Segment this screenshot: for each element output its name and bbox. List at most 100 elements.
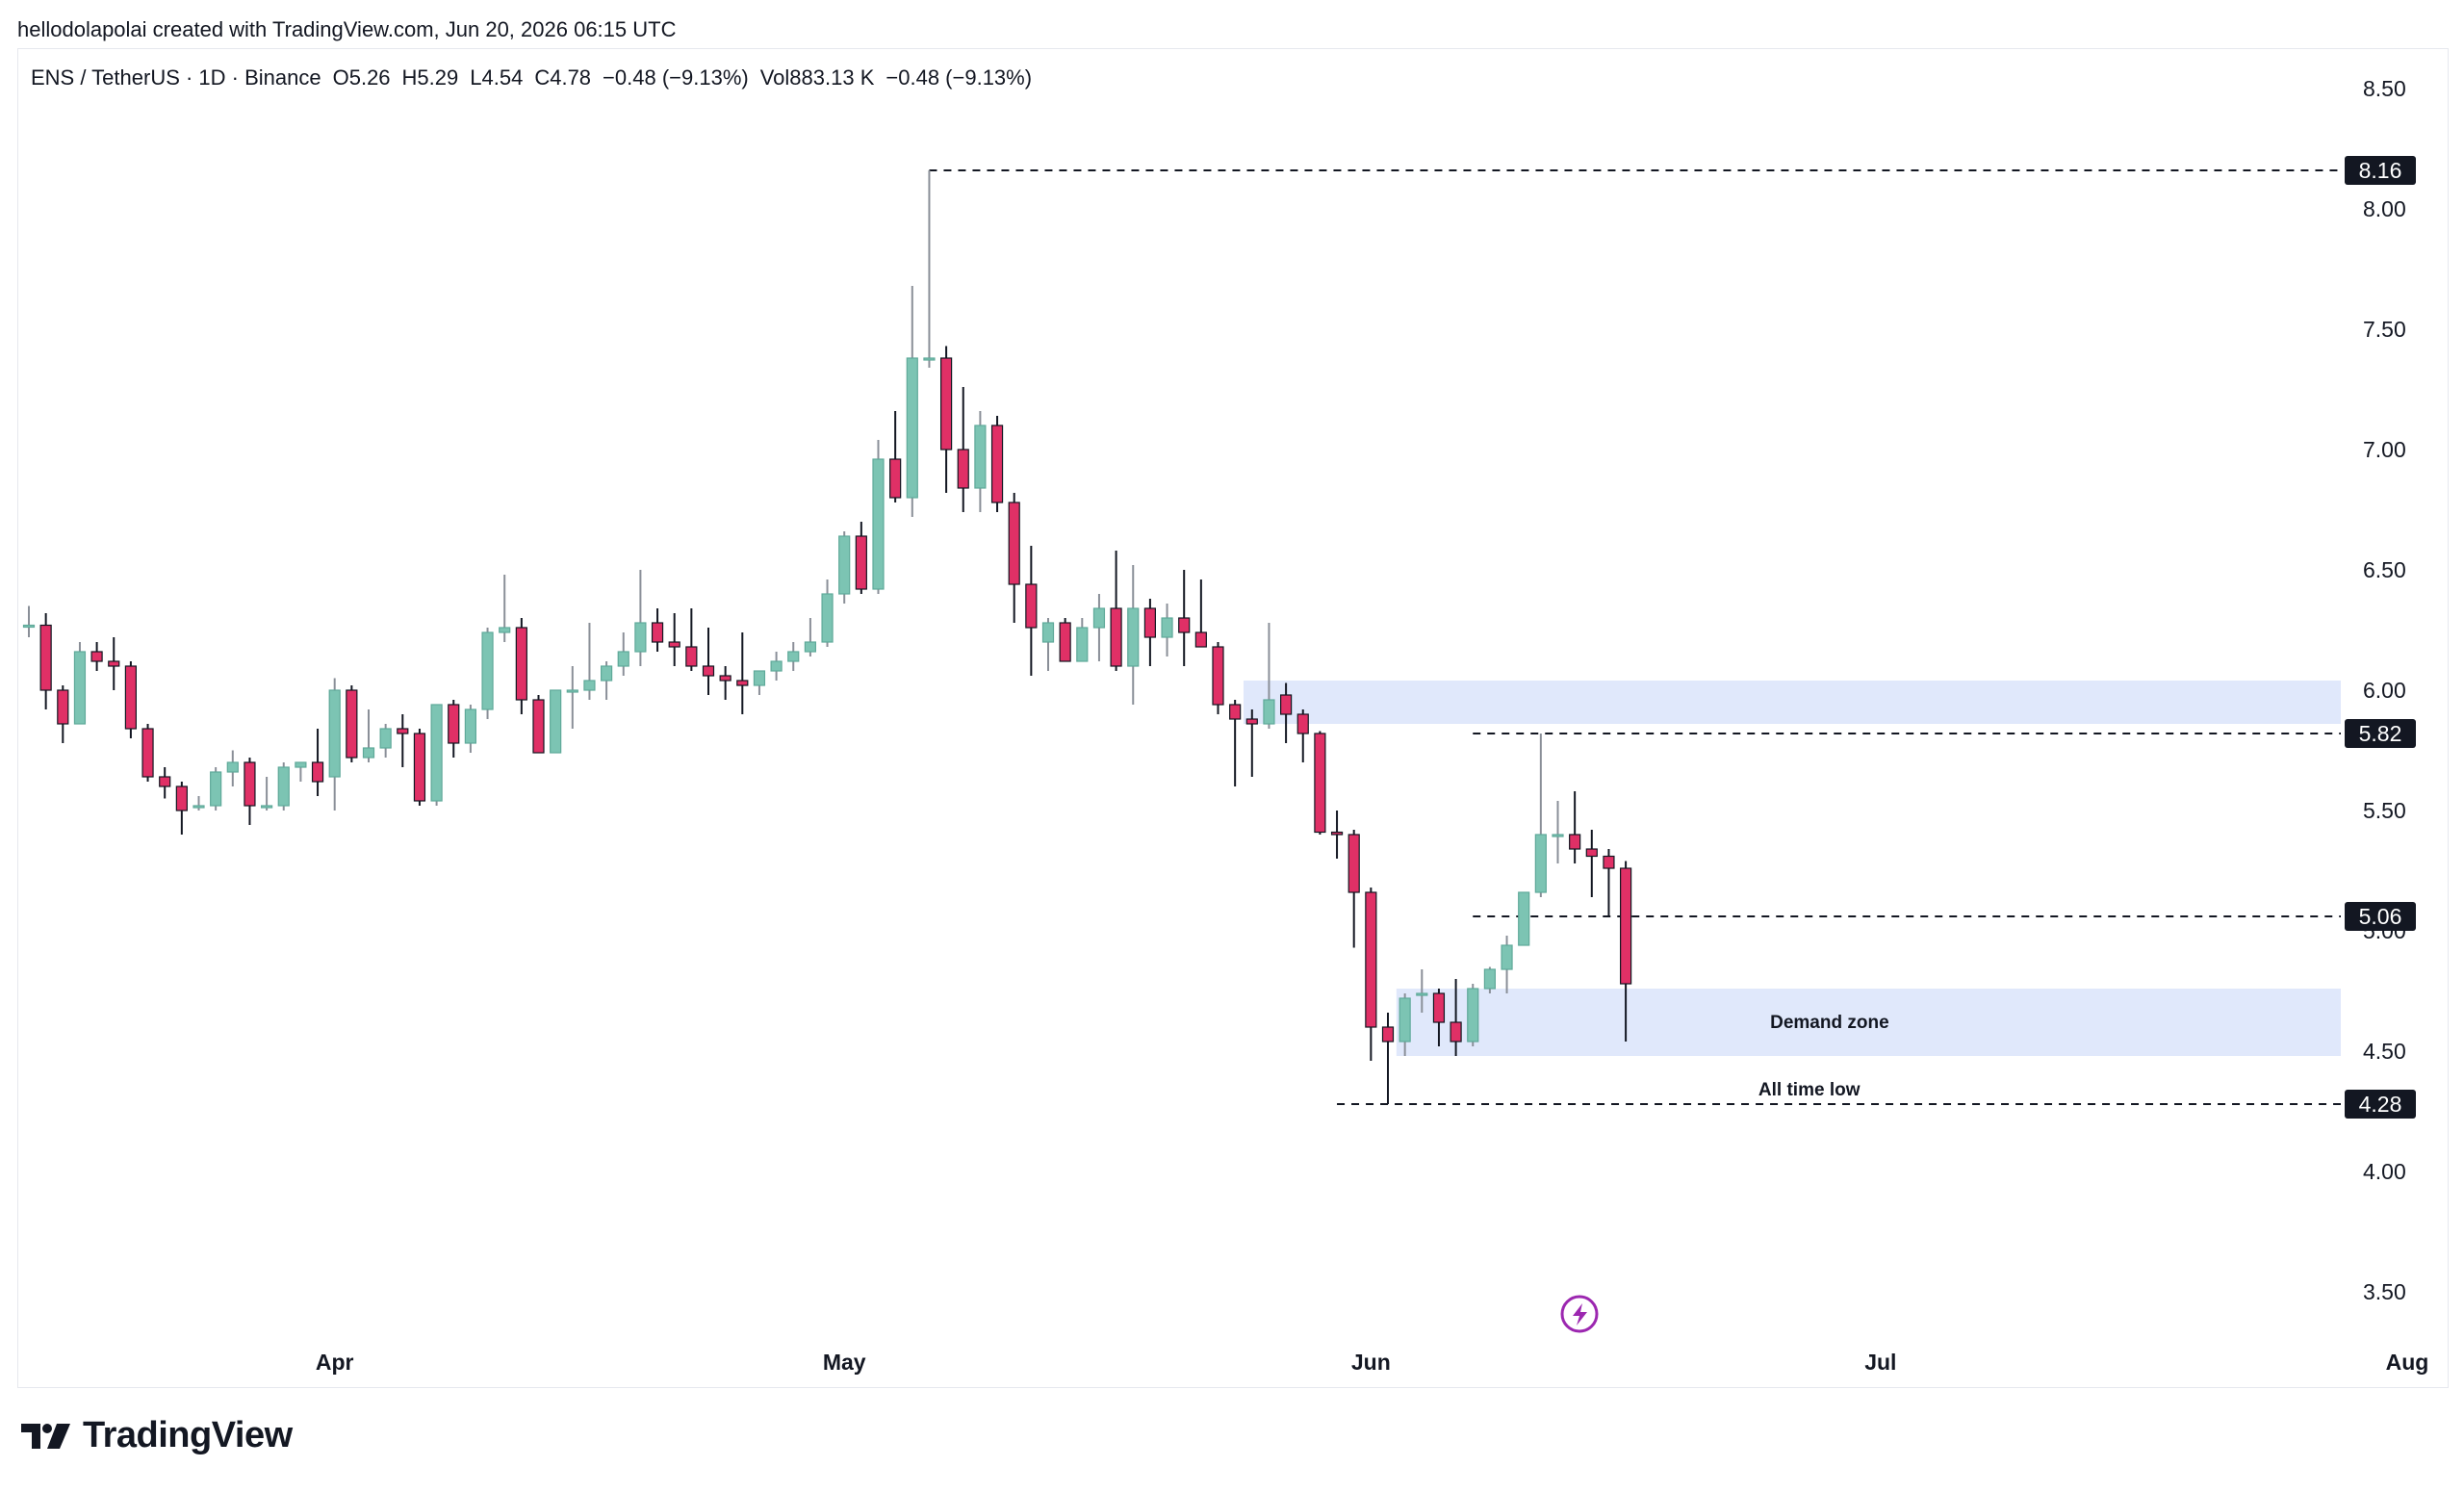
candle-body[interactable] bbox=[1416, 992, 1428, 996]
candle-body[interactable] bbox=[1450, 1021, 1462, 1043]
candle-body[interactable] bbox=[311, 761, 324, 783]
candle-body[interactable] bbox=[379, 728, 392, 749]
candle-body[interactable] bbox=[753, 670, 766, 686]
candle-body[interactable] bbox=[159, 776, 171, 787]
candle-body[interactable] bbox=[1585, 848, 1598, 858]
candle-body[interactable] bbox=[1534, 834, 1547, 893]
candle-body[interactable] bbox=[1603, 855, 1615, 869]
candle-body[interactable] bbox=[736, 680, 749, 686]
candle-body[interactable] bbox=[430, 704, 443, 802]
candle-body[interactable] bbox=[124, 665, 137, 730]
candle-body[interactable] bbox=[1399, 997, 1411, 1043]
candle-body[interactable] bbox=[1212, 646, 1224, 706]
candle-body[interactable] bbox=[362, 747, 375, 759]
candle-body[interactable] bbox=[1432, 992, 1446, 1023]
candle-body[interactable] bbox=[600, 665, 613, 682]
candle-body[interactable] bbox=[1127, 607, 1140, 667]
candle-body[interactable] bbox=[1569, 834, 1581, 850]
candle-body[interactable] bbox=[226, 761, 239, 773]
candle-body[interactable] bbox=[804, 641, 817, 653]
candle-body[interactable] bbox=[448, 704, 460, 744]
candle-body[interactable] bbox=[1348, 834, 1360, 893]
candle-body[interactable] bbox=[939, 357, 953, 450]
candle-body[interactable] bbox=[1245, 718, 1258, 725]
candle-body[interactable] bbox=[1059, 622, 1071, 662]
candle-body[interactable] bbox=[634, 622, 647, 653]
candle-body[interactable] bbox=[175, 785, 188, 811]
candle-body[interactable] bbox=[277, 766, 290, 807]
candle-body[interactable] bbox=[566, 689, 578, 693]
candle-body[interactable] bbox=[73, 651, 87, 725]
candle-body[interactable] bbox=[39, 624, 52, 691]
candle-body[interactable] bbox=[1279, 694, 1293, 715]
candle-body[interactable] bbox=[1296, 713, 1309, 734]
candle-body[interactable] bbox=[1552, 834, 1564, 837]
candle-body[interactable] bbox=[702, 665, 715, 677]
candle-body[interactable] bbox=[821, 593, 834, 643]
candle-body[interactable] bbox=[413, 733, 426, 802]
candle-body[interactable] bbox=[1501, 944, 1513, 970]
candle-body[interactable] bbox=[1025, 583, 1038, 629]
candle-body[interactable] bbox=[770, 660, 783, 672]
candle-body[interactable] bbox=[990, 425, 1004, 503]
price-tag-label: 4.28 bbox=[2359, 1092, 2402, 1117]
candle-body[interactable] bbox=[1381, 1026, 1395, 1043]
candle-body[interactable] bbox=[668, 641, 680, 648]
candle-body[interactable] bbox=[397, 728, 409, 734]
candle-body[interactable] bbox=[1229, 704, 1242, 720]
candle-body[interactable] bbox=[1194, 631, 1207, 648]
candle-body[interactable] bbox=[481, 631, 494, 710]
candle-body[interactable] bbox=[22, 624, 36, 629]
candle-body[interactable] bbox=[141, 728, 154, 778]
candle-body[interactable] bbox=[787, 651, 800, 662]
candle-body[interactable] bbox=[1483, 968, 1497, 990]
candle-body[interactable] bbox=[1619, 867, 1632, 985]
candle-body[interactable] bbox=[974, 425, 987, 489]
candle-body[interactable] bbox=[210, 771, 222, 807]
candle-body[interactable] bbox=[1161, 617, 1173, 638]
candle-body[interactable] bbox=[1008, 502, 1020, 585]
candle-body[interactable] bbox=[295, 761, 307, 768]
candle-body[interactable] bbox=[464, 708, 476, 744]
candle-body[interactable] bbox=[906, 357, 918, 499]
candle-body[interactable] bbox=[1365, 891, 1377, 1028]
candle-body[interactable] bbox=[855, 535, 867, 590]
candle-body[interactable] bbox=[1092, 607, 1106, 629]
candle-body[interactable] bbox=[244, 761, 256, 807]
candle-body[interactable] bbox=[1076, 627, 1089, 662]
candle-body[interactable] bbox=[1263, 699, 1275, 725]
tradingview-logo[interactable]: TradingView bbox=[21, 1415, 293, 1456]
candle-body[interactable] bbox=[515, 627, 527, 701]
candle-body[interactable] bbox=[1330, 831, 1344, 836]
legend-symbol[interactable]: ENS / TetherUS · 1D · Binance bbox=[31, 65, 321, 90]
candle-body[interactable] bbox=[1178, 617, 1191, 633]
candle-body[interactable] bbox=[685, 646, 698, 667]
candle-body[interactable] bbox=[1143, 607, 1157, 638]
candle-body[interactable] bbox=[838, 535, 851, 595]
candle-body[interactable] bbox=[550, 689, 562, 754]
candle-body[interactable] bbox=[57, 689, 69, 725]
candle-body[interactable] bbox=[617, 651, 629, 667]
candle-body[interactable] bbox=[583, 680, 596, 691]
candle-body[interactable] bbox=[108, 660, 120, 667]
candle-body[interactable] bbox=[889, 458, 902, 499]
candle-body[interactable] bbox=[532, 699, 545, 754]
candle-body[interactable] bbox=[719, 675, 732, 682]
candle-body[interactable] bbox=[651, 622, 664, 643]
candle-body[interactable] bbox=[328, 689, 341, 778]
candle-body[interactable] bbox=[192, 805, 205, 809]
candle-body[interactable] bbox=[1110, 607, 1122, 667]
candle-body[interactable] bbox=[90, 651, 103, 662]
candle-body[interactable] bbox=[346, 689, 358, 759]
candle-body[interactable] bbox=[872, 458, 885, 590]
candle-body[interactable] bbox=[1518, 891, 1530, 946]
y-tick-label: 5.50 bbox=[2363, 798, 2406, 823]
candle-body[interactable] bbox=[499, 627, 511, 633]
candle-body[interactable] bbox=[1314, 733, 1326, 834]
candle-body[interactable] bbox=[1041, 622, 1055, 643]
candle-body[interactable] bbox=[1467, 988, 1479, 1043]
candle-body[interactable] bbox=[957, 449, 969, 489]
candle-body[interactable] bbox=[923, 357, 936, 361]
candle-body[interactable] bbox=[261, 805, 273, 809]
